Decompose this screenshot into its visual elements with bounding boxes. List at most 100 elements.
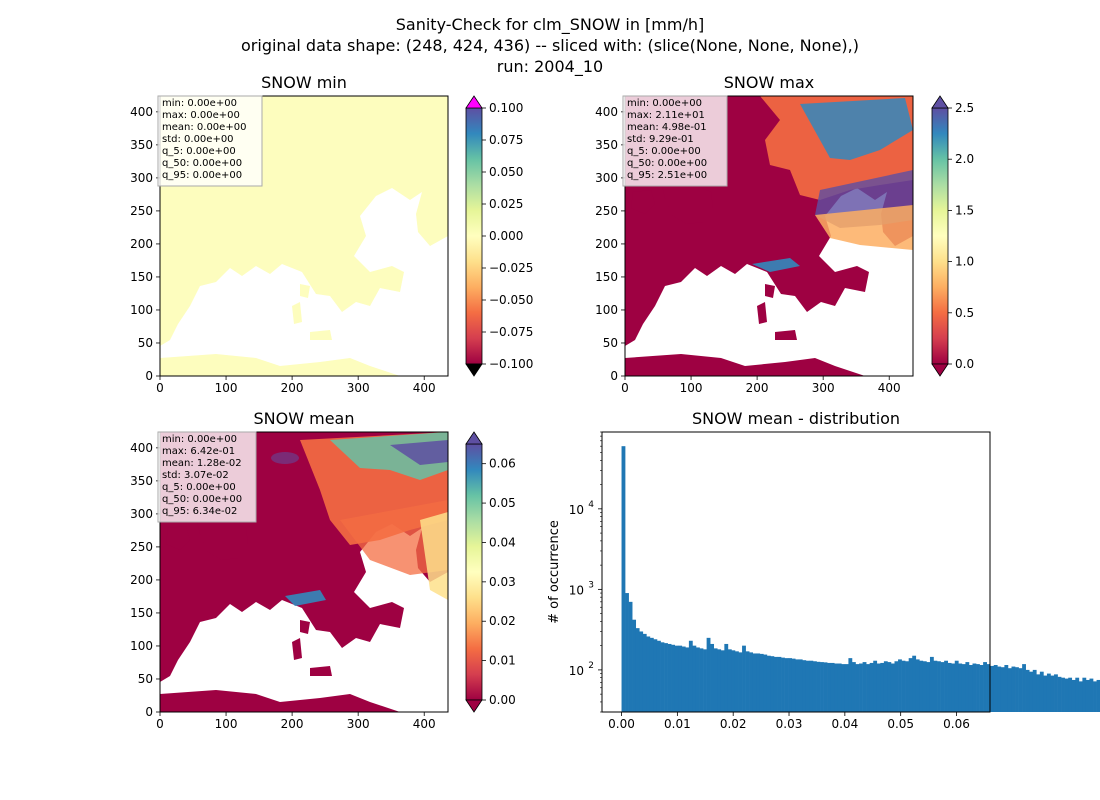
axes-frame (159, 431, 449, 713)
y-tick-label: 250 (130, 540, 153, 554)
y-tick-label: 200 (595, 237, 618, 251)
stats-line: q_95: 2.51e+00 (627, 170, 707, 181)
colorbar-tick-label: 0.05 (489, 496, 516, 510)
histogram-bar (1075, 677, 1080, 712)
histogram-bar (738, 652, 743, 712)
colorbar-extend-bottom (465, 699, 483, 713)
x-tick-label: 0.02 (720, 717, 747, 731)
y-tick-label: 250 (595, 204, 618, 218)
histogram-bar (976, 664, 980, 712)
histogram-bar (1061, 677, 1065, 712)
histogram-bar (727, 649, 732, 712)
y-tick-label: 200 (130, 237, 153, 251)
histogram-bar (944, 660, 948, 712)
colorbar-tick-label: 1.0 (955, 255, 974, 269)
x-tick-label: 0.01 (664, 717, 691, 731)
histogram-bar (1029, 671, 1034, 712)
colorbar-tick-label: −0.025 (489, 261, 533, 275)
y-tick-label: 0 (145, 369, 153, 383)
histogram-bar (929, 656, 934, 712)
histogram-bar (869, 662, 874, 712)
stats-line: q_50: 0.00e+00 (162, 158, 242, 169)
stats-line: q_50: 0.00e+00 (162, 494, 242, 505)
histogram-bar (759, 653, 764, 712)
stats-line: std: 9.29e-01 (627, 134, 694, 145)
colorbar-tick-label: 0.100 (489, 101, 523, 115)
y-tick-label: 300 (130, 171, 153, 185)
histogram-bar (784, 658, 789, 712)
y-tick-label-base: 10 (569, 503, 584, 517)
x-tick-label: 200 (281, 381, 304, 395)
histogram-bar (1093, 681, 1097, 712)
histogram-bar (859, 663, 863, 712)
histogram-bar (692, 645, 697, 712)
colorbar-extend-top (465, 95, 483, 109)
histogram-bar (937, 661, 941, 712)
stats-line: q_5: 0.00e+00 (627, 146, 701, 157)
x-tick-label: 100 (215, 717, 238, 731)
colorbar-tick-label: −0.075 (489, 325, 533, 339)
axes-frame (601, 431, 991, 713)
stats-line: q_50: 0.00e+00 (627, 158, 707, 169)
histogram-bar (788, 658, 793, 712)
stats-line: min: 0.00e+00 (162, 98, 237, 109)
x-tick-label: 0.04 (831, 717, 858, 731)
y-tick-label: 350 (595, 138, 618, 152)
histogram-bar (802, 660, 807, 712)
panel-snow-min: SNOW min 0 100 200 300 400 0 50 100 150 200 250 300… (130, 73, 533, 395)
histogram-bar (880, 662, 885, 712)
histogram-bar (703, 649, 707, 712)
histogram-bar (926, 662, 931, 712)
snow-region-east-band (420, 512, 448, 600)
stats-line: mean: 0.00e+00 (162, 122, 246, 133)
histogram-bar (628, 601, 633, 712)
histogram-bar (986, 664, 991, 712)
histogram-bar (873, 660, 878, 712)
suptitle-line-1: Sanity-Check for clm_SNOW in [mm/h] (396, 15, 704, 35)
histogram-bar (688, 640, 693, 712)
histogram-bar (1011, 666, 1016, 712)
histogram-bar (646, 636, 651, 712)
x-tick-label: 0 (621, 381, 629, 395)
histogram-bar (965, 662, 970, 712)
histogram-bar (1050, 675, 1055, 712)
colorbar-tick-label: 0.06 (489, 457, 516, 471)
stats-line: max: 6.42e-01 (162, 446, 235, 457)
histogram-bar (706, 637, 711, 712)
stats-line: min: 0.00e+00 (627, 98, 702, 109)
histogram-bar (848, 658, 853, 712)
y-tick-label: 350 (130, 138, 153, 152)
histogram-bar (1036, 674, 1041, 712)
snow-region-alps (752, 258, 800, 272)
x-tick-label: 400 (413, 717, 436, 731)
histogram-bar (756, 653, 761, 712)
histogram-bar (844, 664, 849, 712)
histogram-bar (660, 642, 665, 712)
colorbar-tick-label: 0.025 (489, 197, 523, 211)
x-tick-label: 300 (347, 381, 370, 395)
histogram-bar (979, 665, 984, 712)
histogram-bar (1022, 664, 1026, 712)
stats-line: q_95: 6.34e-02 (162, 506, 237, 517)
histogram-bar (625, 593, 629, 712)
colorbar-tick-label: 0.04 (489, 535, 516, 549)
histogram-bar (883, 661, 888, 712)
histogram-bar (678, 645, 683, 712)
histogram-bar (766, 655, 771, 712)
histogram-bar (961, 664, 966, 712)
histogram-bar (901, 660, 906, 712)
histogram-bar (671, 644, 676, 712)
histogram-bar (1032, 669, 1037, 712)
histogram-bar (905, 661, 909, 712)
snow-region-east-low (815, 205, 913, 250)
x-tick-label: 200 (746, 381, 769, 395)
histogram-bar (812, 661, 817, 712)
histogram-bar (642, 633, 647, 712)
histogram-bars (621, 446, 1100, 712)
histogram-bar (912, 655, 917, 712)
histogram-bar (890, 663, 895, 712)
histogram-bar (947, 662, 952, 712)
histogram-bar (791, 658, 796, 712)
